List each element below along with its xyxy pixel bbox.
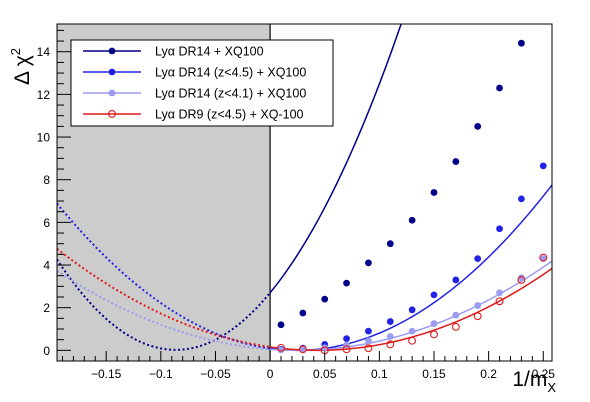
data-point-s3-9 xyxy=(473,312,482,321)
x-tick-label: 0 xyxy=(267,367,274,381)
x-tick-label: −0.1 xyxy=(149,367,173,381)
data-point-s1-8 xyxy=(452,276,460,284)
data-point-s1-7 xyxy=(430,291,438,299)
data-point-s0-7 xyxy=(430,189,438,196)
data-point-s3-0 xyxy=(277,343,285,352)
data-point-s3-6 xyxy=(408,336,417,345)
data-point-s0-8 xyxy=(452,158,460,165)
data-point-s2-10 xyxy=(496,289,503,297)
data-point-s2-0 xyxy=(277,346,285,354)
legend-label-3: Lyα DR9 (z<4.5) + XQ-100 xyxy=(155,108,304,122)
x-axis-label-sub: X xyxy=(547,380,556,395)
data-point-s1-10 xyxy=(496,225,503,233)
data-point-s3-3 xyxy=(342,345,351,354)
x-tick-label: 0.1 xyxy=(371,367,388,381)
x-tick-label: 0.05 xyxy=(313,367,337,381)
legend: Lyα DR14 + XQ100 Lyα DR14 (z<4.5) + XQ100… xyxy=(70,39,334,127)
data-point-s2-4 xyxy=(365,337,372,345)
legend-marker-3 xyxy=(108,110,116,118)
data-point-s0-9 xyxy=(474,122,482,130)
data-point-s2-8 xyxy=(452,311,460,319)
legend-marker-0 xyxy=(108,47,116,55)
data-points xyxy=(277,39,548,355)
legend-marker-2 xyxy=(108,89,116,97)
x-tick-label: 0.25 xyxy=(532,367,556,381)
data-point-s0-1 xyxy=(299,309,307,317)
data-point-s0-11 xyxy=(518,39,525,47)
data-point-s3-7 xyxy=(430,330,438,339)
data-point-s1-6 xyxy=(408,306,416,314)
data-point-s1-9 xyxy=(474,255,482,263)
data-point-s1-11 xyxy=(518,195,525,203)
y-tick-label: 8 xyxy=(43,173,50,187)
legend-marker-1 xyxy=(108,68,116,76)
y-tick-label: 6 xyxy=(43,216,50,230)
y-tick-label: 10 xyxy=(37,131,51,145)
data-point-s1-4 xyxy=(365,327,372,335)
x-tick-label: −0.05 xyxy=(200,367,231,381)
fit-curve-dashed-2 xyxy=(57,270,271,351)
data-point-s2-2 xyxy=(321,344,329,352)
data-point-s2-9 xyxy=(474,302,482,309)
y-axis-label-sup: 2 xyxy=(8,48,23,55)
data-point-s0-3 xyxy=(343,279,350,287)
data-point-s3-8 xyxy=(451,322,460,331)
legend-label-2: Lyα DR14 (z<4.1) + XQ100 xyxy=(155,87,306,101)
x-axis-label: 1/mX xyxy=(512,368,556,395)
data-point-s2-1 xyxy=(299,345,307,353)
y-tick-label: 0 xyxy=(43,344,50,358)
fit-curve-solid-0 xyxy=(269,24,402,294)
data-point-s0-4 xyxy=(365,259,372,267)
data-point-s3-5 xyxy=(386,340,395,349)
data-point-s1-5 xyxy=(386,318,394,325)
plot-frame xyxy=(56,23,553,362)
y-axis-label-main: Δ χ xyxy=(11,55,34,85)
data-point-s2-11 xyxy=(518,274,525,282)
data-point-s3-4 xyxy=(364,344,373,353)
data-point-s0-0 xyxy=(277,321,285,329)
data-point-s3-11 xyxy=(517,275,526,284)
data-point-s3-1 xyxy=(298,345,307,354)
y-tick-label: 12 xyxy=(37,88,51,102)
y-tick-label: 4 xyxy=(43,259,50,273)
data-point-s2-6 xyxy=(408,327,416,335)
y-tick-label: 2 xyxy=(43,301,50,315)
y-axis-label: Δ χ2 xyxy=(8,48,34,85)
legend-label-1: Lyα DR14 (z<4.5) + XQ100 xyxy=(155,66,306,80)
data-point-s0-5 xyxy=(386,240,394,248)
data-point-s3-10 xyxy=(495,297,504,306)
legend-label-0: Lyα DR14 + XQ100 xyxy=(155,45,264,59)
x-tick-label: 0.15 xyxy=(422,367,446,381)
x-axis-label-main: 1/m xyxy=(512,368,547,391)
axis-labels: Δ χ2 1/mX xyxy=(8,48,556,395)
data-point-s1-3 xyxy=(343,335,350,343)
data-point-s0-10 xyxy=(496,84,503,92)
x-tick-label: −0.15 xyxy=(91,367,122,381)
data-point-s3-12 xyxy=(539,253,548,262)
x-tick-label: 0.2 xyxy=(480,367,497,381)
y-tick-label: 14 xyxy=(37,45,51,59)
data-point-s1-12 xyxy=(539,162,547,170)
data-point-s2-7 xyxy=(430,320,438,328)
data-point-s0-6 xyxy=(408,216,416,224)
data-point-s2-5 xyxy=(386,333,394,340)
axes: −0.15 −0.1 −0.05 0 0.05 0.1 0.15 0.2 0.25 0 2 4 6 8 10… xyxy=(37,23,556,381)
data-point-s0-2 xyxy=(321,295,329,303)
